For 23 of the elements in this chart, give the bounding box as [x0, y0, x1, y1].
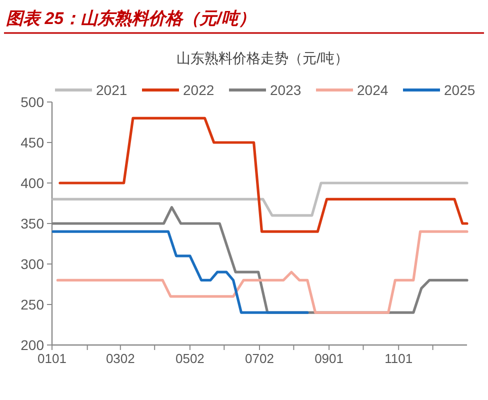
x-tick-label: 0101 — [38, 351, 66, 366]
x-tick-label: 0901 — [314, 351, 344, 366]
y-tick-label: 350 — [20, 215, 44, 232]
x-tick-label: 0302 — [106, 351, 135, 366]
chart-title: 图表 25：山东熟料价格（元/吨） — [6, 9, 256, 28]
legend-label: 2022 — [183, 82, 214, 98]
legend-label: 2021 — [96, 82, 128, 98]
y-tick-label: 300 — [20, 256, 44, 272]
x-tick-label: 1101 — [384, 351, 413, 366]
chart-subtitle: 山东熟料价格走势（元/吨） — [176, 50, 348, 66]
x-tick-label: 0502 — [175, 351, 204, 366]
legend-label: 2025 — [444, 82, 476, 98]
line-series — [56, 230, 468, 314]
x-tick-label: 0702 — [245, 351, 274, 366]
legend-label: 2023 — [270, 82, 302, 98]
y-tick-label: 500 — [20, 94, 44, 110]
legend-label: 2024 — [357, 82, 388, 98]
line-series — [58, 116, 468, 233]
y-tick-label: 450 — [20, 134, 44, 150]
y-tick-label: 400 — [20, 174, 44, 191]
line-series — [52, 230, 309, 314]
y-tick-label: 200 — [20, 336, 44, 353]
y-tick-label: 250 — [20, 296, 44, 312]
